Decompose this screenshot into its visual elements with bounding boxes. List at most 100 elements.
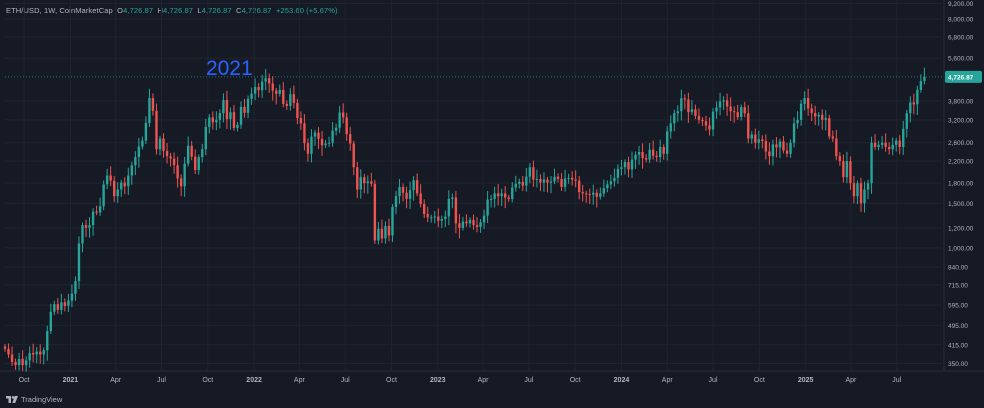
open-value: 4,726.87 <box>123 6 154 15</box>
candle-body <box>373 183 377 241</box>
chart-header: ETH/USD, 1W, CoinMarketCap O4,726.87 H4,… <box>6 6 338 15</box>
candle-body <box>813 113 817 117</box>
candle-body <box>655 155 658 158</box>
candle-body <box>95 211 98 213</box>
annotation-text: 2021 <box>206 57 253 80</box>
x-tick-label: Oct <box>570 377 581 384</box>
candle-body <box>158 138 162 150</box>
candle-body <box>863 189 866 204</box>
candle-body <box>49 311 52 332</box>
candle-body <box>102 184 105 207</box>
candle-body <box>835 138 838 157</box>
y-tick-label: 1,000.00 <box>948 245 974 252</box>
candle-body <box>243 106 246 113</box>
candle-body <box>134 157 137 166</box>
candle-body <box>239 106 243 125</box>
candle-body <box>556 176 560 179</box>
candle-body <box>60 302 63 310</box>
candle-body <box>176 165 179 179</box>
candle-body <box>296 102 299 119</box>
candle-body <box>627 162 630 170</box>
candle-body <box>137 146 141 158</box>
candle-body <box>887 147 891 150</box>
candle-body <box>803 98 806 104</box>
candle-body <box>398 186 401 197</box>
x-tick-label: Apr <box>662 377 674 384</box>
candle-body <box>387 226 391 236</box>
candle-body <box>768 151 771 157</box>
x-tick-label: Jul <box>341 377 350 384</box>
candle-body <box>384 226 387 239</box>
candle-body <box>581 192 584 194</box>
brand-label: TradingView <box>21 395 63 404</box>
y-tick-label: 5,600.00 <box>948 56 974 63</box>
candle-body <box>105 175 109 185</box>
candle-body <box>123 182 126 187</box>
candle-body <box>183 163 186 187</box>
candle-body <box>380 228 384 239</box>
candle-body <box>426 214 429 218</box>
close-label: C <box>236 6 242 15</box>
candle-body <box>113 180 116 197</box>
candle-body <box>232 112 236 129</box>
candle-body <box>275 90 278 94</box>
candle-body <box>567 177 570 179</box>
x-tick-label: Apr <box>478 377 490 384</box>
candle-body <box>197 157 200 170</box>
y-tick-label: 840.00 <box>948 265 968 272</box>
candle-body <box>831 136 834 139</box>
candle-body <box>662 147 665 154</box>
candle-body <box>891 144 894 150</box>
candle-body <box>694 109 697 116</box>
candle-body <box>880 142 884 145</box>
candle-body <box>838 156 842 162</box>
candle-body <box>701 119 704 122</box>
candle-body <box>676 111 680 114</box>
candle-body <box>898 140 901 148</box>
candle-body <box>401 186 405 193</box>
candle-body <box>489 198 493 200</box>
candle-body <box>919 81 923 90</box>
candle-body <box>271 83 274 91</box>
x-tick-label: Jul <box>524 377 533 384</box>
candle-body <box>310 136 313 154</box>
candle-body <box>873 142 877 148</box>
candle-body <box>109 175 112 181</box>
candle-body <box>458 223 461 228</box>
candle-body <box>715 107 718 112</box>
candle-body <box>799 103 803 120</box>
candle-body <box>592 192 595 195</box>
candle-body <box>680 98 683 112</box>
candle-body <box>496 193 500 197</box>
candle-body <box>211 117 215 123</box>
x-tick-label: Oct <box>202 377 213 384</box>
candle-body <box>363 177 366 184</box>
candle-body <box>792 123 796 143</box>
y-tick-label: 495.00 <box>948 323 968 330</box>
candle-body <box>260 81 264 91</box>
candle-body <box>870 142 873 184</box>
open-label: O <box>117 6 124 15</box>
candle-body <box>789 142 792 154</box>
candle-body <box>7 348 10 355</box>
candle-body <box>852 183 856 197</box>
candle-body <box>289 94 292 106</box>
candle-body <box>482 215 486 223</box>
candle-body <box>546 179 549 183</box>
candle-body <box>821 114 824 120</box>
candle-body <box>419 193 422 205</box>
x-tick-label: 2022 <box>246 377 262 384</box>
y-tick-label: 8,000.00 <box>948 16 974 23</box>
candle-body <box>162 138 165 152</box>
candle-body <box>669 123 672 132</box>
tradingview-icon <box>6 396 18 403</box>
candle-body <box>778 141 782 148</box>
candle-body <box>472 219 475 226</box>
tradingview-logo[interactable]: TradingView <box>6 395 62 404</box>
candle-body <box>31 353 35 355</box>
candle-body <box>486 199 489 216</box>
candle-body <box>341 112 345 118</box>
candle-body <box>923 76 926 82</box>
